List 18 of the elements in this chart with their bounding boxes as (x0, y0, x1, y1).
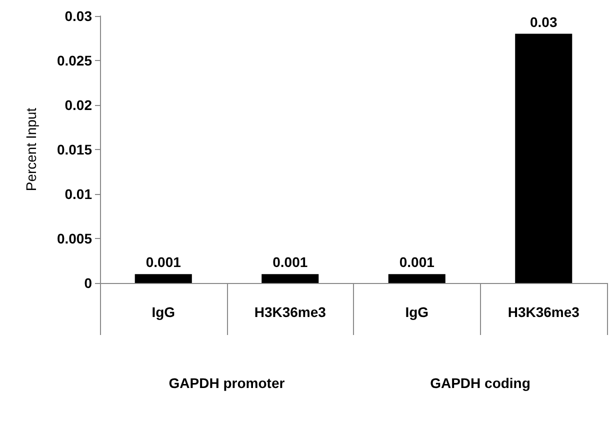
data-label: 0.001 (399, 254, 435, 270)
text: GAPDH coding (430, 375, 530, 391)
y-tick-label: 0.02 (64, 97, 92, 113)
data-label: 0.001 (272, 254, 308, 270)
y-tick-label: 0 (84, 275, 92, 291)
y-tick-label: 0.005 (56, 230, 92, 246)
text: GAPDH promoter (168, 375, 286, 391)
x-tick-label: H3K36me3 (254, 304, 326, 320)
y-axis-title: Percent Input (23, 108, 39, 192)
data-label: 0.03 (530, 14, 558, 30)
data-label: 0.001 (146, 254, 182, 270)
y-tick-label: 0.025 (56, 52, 92, 68)
y-tick-label: 0.03 (64, 8, 92, 24)
x-tick-label: H3K36me3 (508, 304, 580, 320)
y-tick-label: 0.01 (64, 186, 92, 202)
x-tick-label: IgG (152, 304, 176, 320)
x-tick-label: IgG (405, 304, 429, 320)
y-tick-label: 0.015 (56, 142, 92, 158)
